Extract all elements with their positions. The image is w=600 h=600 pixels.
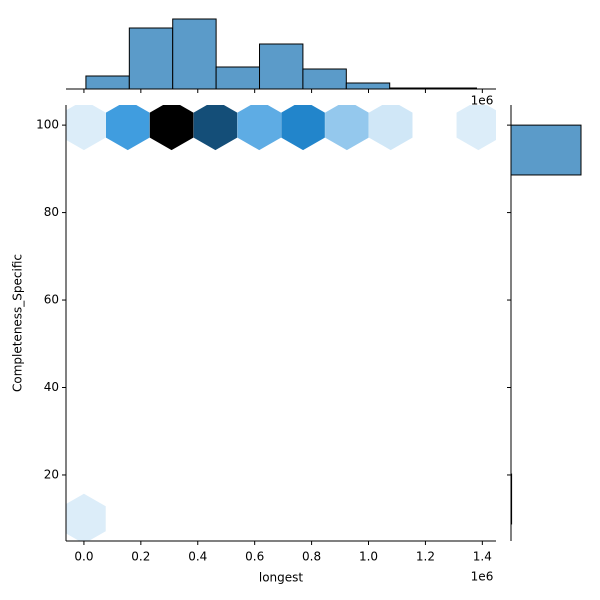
y-tick-label: 20 [44, 467, 59, 481]
hex-cell [66, 493, 106, 541]
hex-cell [66, 105, 106, 151]
hex-cell [368, 105, 413, 151]
top-hist-bar [128, 27, 174, 90]
x-tick-label: 0.0 [74, 550, 93, 564]
y-tick-label: 40 [44, 380, 59, 394]
x-axis-label: longest [259, 571, 304, 585]
x-tick-label: 0.4 [188, 550, 207, 564]
top-hist-bar [259, 43, 304, 90]
right-hist-bar [510, 473, 513, 525]
x-tick-label: 0.8 [302, 550, 321, 564]
x-tick-label: 1.4 [473, 550, 492, 564]
top-hist-bar [85, 75, 130, 90]
hex-cell [456, 105, 496, 151]
top-hist-bar [432, 87, 478, 90]
hex-cell [105, 105, 150, 151]
x-offset-label: 1e6 [471, 570, 494, 584]
hex-cell [237, 105, 282, 151]
top-hist-bar [389, 87, 434, 90]
right-hist-bar [510, 124, 582, 176]
top-offset-label: 1e6 [471, 94, 494, 108]
x-tick-label: 0.2 [131, 550, 150, 564]
top-hist-bar [215, 66, 261, 90]
top-hist-bar [172, 18, 217, 90]
y-tick-label: 60 [44, 293, 59, 307]
y-tick-label: 100 [36, 118, 59, 132]
y-axis-label: Completeness_Specific [11, 254, 25, 392]
hex-cell [281, 105, 325, 151]
hex-cell [325, 105, 369, 151]
x-tick-label: 1.0 [359, 550, 378, 564]
hex-cell [149, 105, 194, 151]
x-tick-label: 0.6 [245, 550, 264, 564]
x-tick-label: 1.2 [416, 550, 435, 564]
top-hist-bar [302, 68, 347, 90]
y-tick-label: 80 [44, 205, 59, 219]
top-hist-bar [345, 82, 391, 90]
hex-layer [66, 105, 496, 541]
hex-cell [193, 105, 238, 151]
